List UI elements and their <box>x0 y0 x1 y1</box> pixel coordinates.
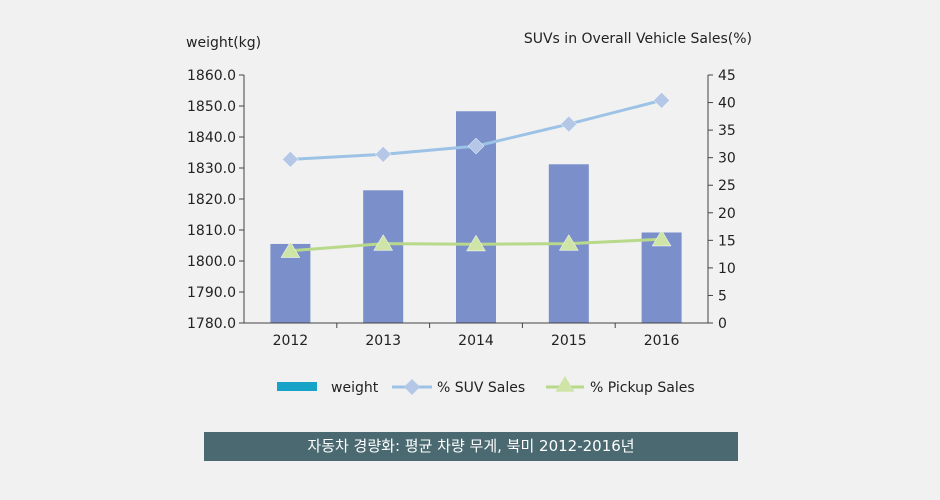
chart-caption: 자동차 경량화: 평균 차량 무게, 북미 2012-2016년 <box>204 432 738 461</box>
point-pickup-2016 <box>651 229 672 247</box>
right-tick-label: 30 <box>718 151 736 167</box>
left-tick-label: 1800.0 <box>187 254 236 270</box>
x-tick-label: 2015 <box>551 333 587 349</box>
right-tick-label: 10 <box>718 261 736 277</box>
legend-label-weight: weight <box>331 380 379 396</box>
right-tick-label: 25 <box>718 178 736 194</box>
legend-label-suv: % SUV Sales <box>437 380 525 396</box>
left-tick-label: 1830.0 <box>187 161 236 177</box>
legend-swatch-weight <box>277 382 317 391</box>
right-tick-label: 35 <box>718 123 736 139</box>
left-tick-label: 1860.0 <box>187 68 236 84</box>
point-pickup-2012 <box>280 241 301 258</box>
right-axis-title: SUVs in Overall Vehicle Sales(%) <box>524 31 752 47</box>
left-tick-label: 1840.0 <box>187 130 236 146</box>
point-pickup-2014 <box>466 234 486 252</box>
left-tick-label: 1810.0 <box>187 223 236 239</box>
point-suv-2013 <box>374 146 392 163</box>
right-tick-label: 5 <box>718 288 727 304</box>
left-tick-label: 1820.0 <box>187 192 236 208</box>
left-tick-label: 1780.0 <box>187 316 236 332</box>
point-suv-2014 <box>467 137 485 155</box>
point-pickup-2015 <box>558 234 579 251</box>
left-tick-label: 1850.0 <box>187 99 236 115</box>
legend-marker-pickup <box>555 376 575 392</box>
point-suv-2016 <box>653 91 670 109</box>
legend-marker-suv <box>404 379 420 395</box>
x-tick-label: 2014 <box>458 333 494 349</box>
legend-label-pickup: % Pickup Sales <box>590 380 695 396</box>
point-pickup-2013 <box>373 234 394 251</box>
x-tick-label: 2016 <box>644 333 680 349</box>
x-tick-label: 2013 <box>365 333 401 349</box>
right-tick-label: 40 <box>718 96 736 112</box>
left-axis-title: weight(kg) <box>186 35 261 51</box>
point-suv-2012 <box>282 150 299 168</box>
bar-weight-2013 <box>363 190 404 323</box>
x-tick-label: 2012 <box>273 333 309 349</box>
right-tick-label: 15 <box>718 233 736 249</box>
right-tick-label: 45 <box>718 68 736 84</box>
point-suv-2015 <box>560 115 578 133</box>
bar-weight-2016 <box>641 232 682 323</box>
right-tick-label: 20 <box>718 206 736 222</box>
right-tick-label: 0 <box>718 316 727 332</box>
left-tick-label: 1790.0 <box>187 285 236 301</box>
